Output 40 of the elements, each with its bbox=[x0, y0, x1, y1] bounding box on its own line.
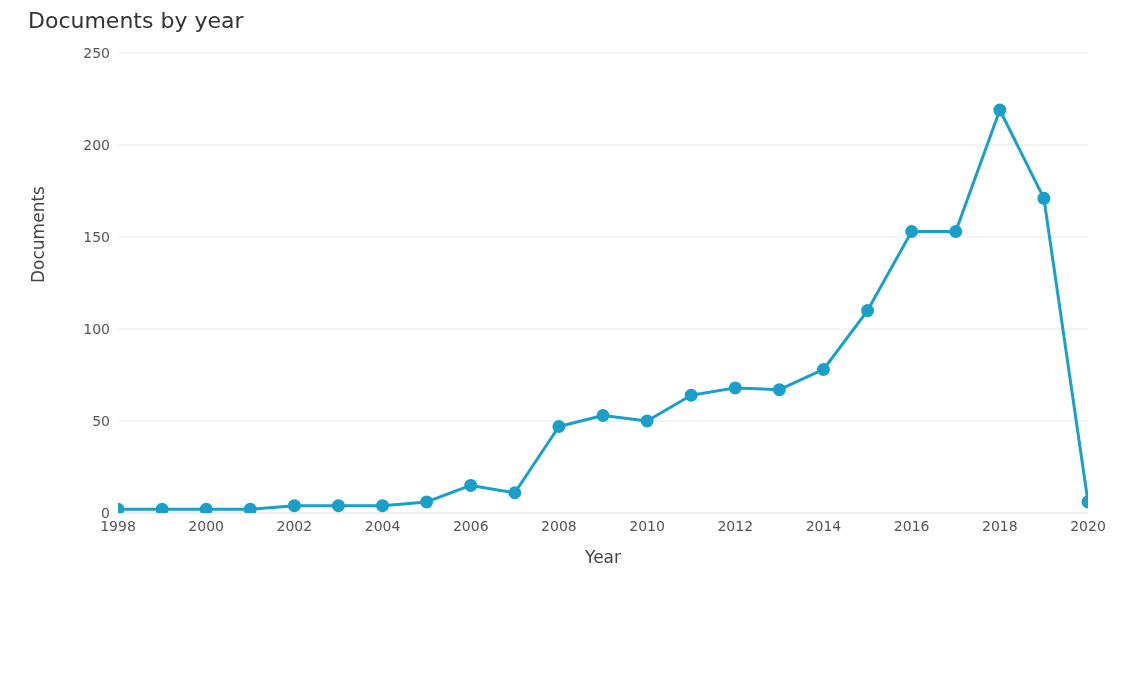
point bbox=[1037, 191, 1051, 205]
point bbox=[155, 502, 169, 513]
point bbox=[772, 383, 786, 397]
y-tick-label: 200 bbox=[83, 136, 110, 153]
y-axis-title: Documents bbox=[28, 185, 49, 283]
point bbox=[596, 408, 610, 422]
point bbox=[287, 499, 301, 513]
point bbox=[199, 502, 213, 513]
x-tick-label: 2004 bbox=[364, 517, 401, 534]
point bbox=[861, 304, 875, 318]
x-tick-label: 2018 bbox=[982, 517, 1018, 534]
point bbox=[640, 414, 654, 428]
point bbox=[243, 502, 257, 513]
x-tick-label: 2006 bbox=[452, 517, 489, 534]
y-tick-label: 100 bbox=[83, 320, 110, 337]
y-tick-label: 50 bbox=[92, 412, 110, 429]
point bbox=[420, 495, 434, 509]
x-tick-label: 2010 bbox=[629, 517, 665, 534]
point bbox=[376, 499, 390, 513]
y-tick-label: 250 bbox=[83, 44, 110, 61]
x-axis-title: Year bbox=[584, 547, 621, 567]
point bbox=[684, 388, 698, 402]
x-tick-label: 2016 bbox=[893, 517, 930, 534]
point bbox=[949, 224, 963, 238]
x-tick-label: 2020 bbox=[1070, 517, 1106, 534]
x-tick-label: 2008 bbox=[541, 517, 577, 534]
x-tick-label: 2000 bbox=[188, 517, 224, 534]
y-tick-label: 150 bbox=[83, 228, 110, 245]
chart-title: Documents by year bbox=[28, 8, 245, 33]
point bbox=[728, 381, 742, 395]
point bbox=[816, 362, 830, 376]
x-tick-label: 2014 bbox=[805, 517, 842, 534]
point bbox=[331, 499, 345, 513]
point bbox=[905, 224, 919, 238]
point bbox=[508, 486, 522, 500]
point bbox=[552, 420, 566, 434]
point bbox=[993, 103, 1007, 117]
point bbox=[464, 478, 478, 492]
x-tick-label: 2012 bbox=[717, 517, 754, 534]
x-tick-label: 2002 bbox=[276, 517, 313, 534]
